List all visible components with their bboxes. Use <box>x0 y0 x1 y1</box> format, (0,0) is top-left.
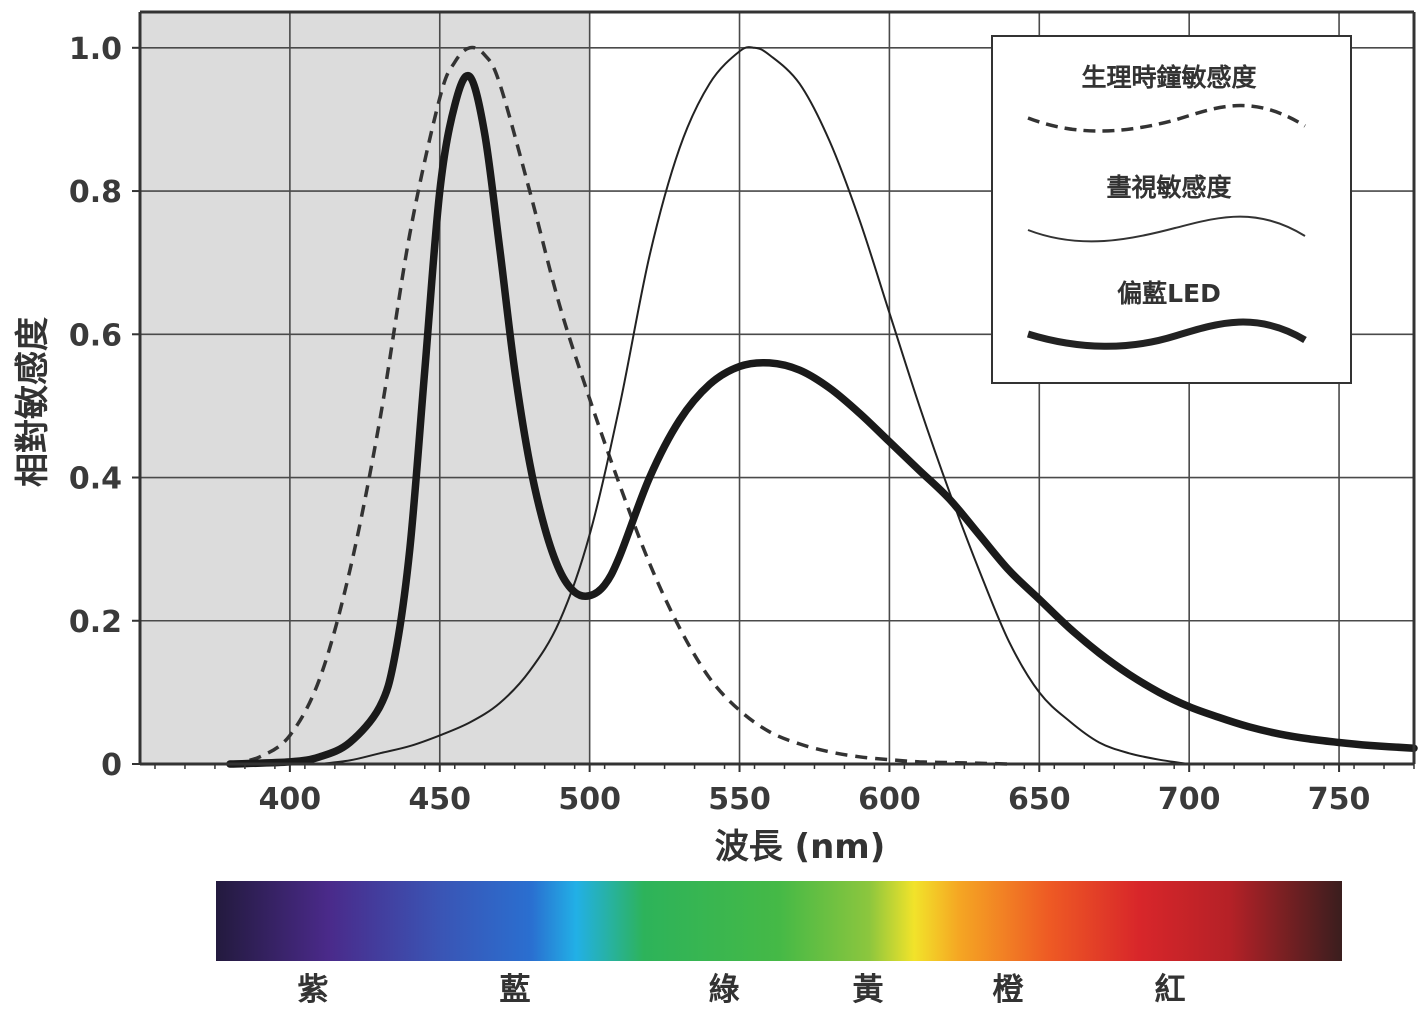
spectrum-label-red: 紅 <box>1154 972 1186 1008</box>
series-circadian-line <box>229 45 1010 766</box>
x-tick-label: 700 <box>1158 782 1221 817</box>
x-tick-label: 550 <box>708 782 771 817</box>
series-photopic-line <box>319 46 1190 765</box>
y-axis-title: 相對敏感度 <box>13 317 53 487</box>
spectrum-label-violet: 紫 <box>297 972 329 1008</box>
y-tick-label: 0 <box>101 748 122 783</box>
legend-label-photopic: 晝視敏感度 <box>1106 173 1231 202</box>
x-tick-label: 400 <box>259 782 322 817</box>
y-tick-label: 1.0 <box>69 32 122 67</box>
legend-label-blue-led: 偏藍LED <box>1117 279 1221 308</box>
x-tick-label: 500 <box>558 782 621 817</box>
series-blue-led-line <box>226 71 1418 768</box>
x-axis-title: 波長 (nm) <box>715 827 886 867</box>
y-tick-label: 0.2 <box>69 605 122 640</box>
x-tick-label: 650 <box>1008 782 1071 817</box>
x-tick-label: 450 <box>408 782 471 817</box>
y-tick-label: 0.6 <box>69 318 122 353</box>
series-layer <box>226 45 1418 768</box>
spectrum-label-green: 綠 <box>708 972 740 1008</box>
visible-spectrum-bar <box>216 881 1342 961</box>
axes <box>138 10 1416 766</box>
legend-line-blue-led <box>1026 318 1307 350</box>
spectrum-label-yellow: 黃 <box>852 972 884 1008</box>
x-tick-label: 750 <box>1308 782 1371 817</box>
y-tick-label: 0.8 <box>69 175 122 210</box>
legend-box <box>991 35 1352 384</box>
tick-labels: 400 450 500 550 600 650 700 750 0 0.2 0.4 0.6 0.8 1.0 <box>69 32 1415 817</box>
spectrum-label-orange: 橙 <box>992 972 1024 1008</box>
spectrum-label-blue: 藍 <box>499 972 531 1008</box>
shaded-blue-region <box>140 12 590 764</box>
legend-line-photopic <box>1027 215 1306 243</box>
legend-label-circadian: 生理時鐘敏感度 <box>1081 63 1256 92</box>
chart: 400 450 500 550 600 650 700 750 0 0.2 0.4 0.6 0.8 1.0… <box>13 10 1418 867</box>
x-tick-label: 600 <box>858 782 921 817</box>
y-tick-label: 0.4 <box>69 462 122 497</box>
legend-line-circadian <box>1027 103 1306 133</box>
legend: 生理時鐘敏感度 晝視敏感度 偏藍LED <box>991 35 1352 384</box>
